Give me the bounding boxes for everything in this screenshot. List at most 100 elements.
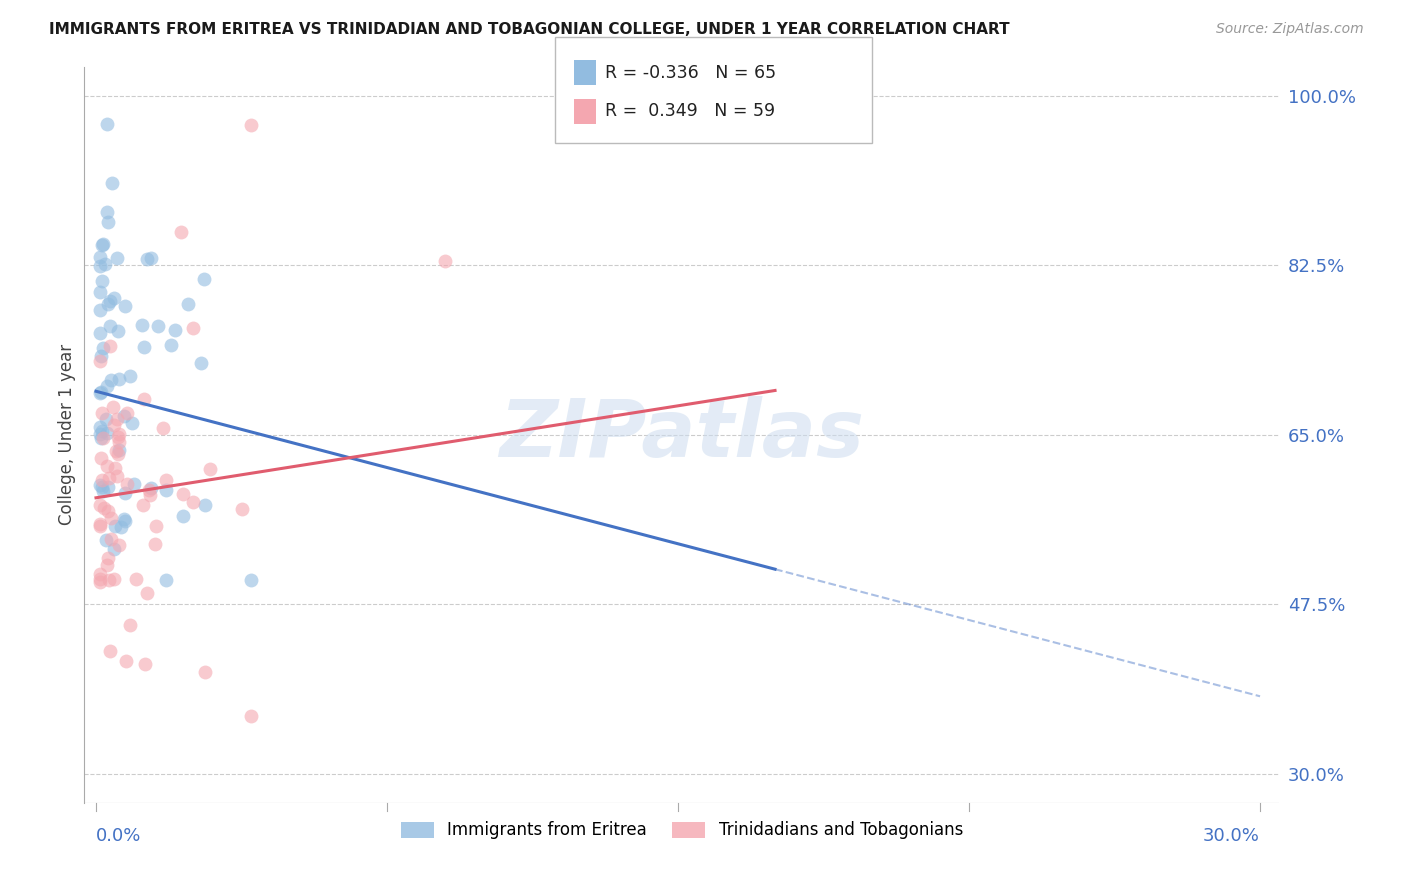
Text: 0.0%: 0.0%: [96, 827, 142, 845]
Point: [89, 302, 111, 317]
Point: [114, 514, 136, 528]
Point: [107, 371, 129, 385]
Point: [132, 392, 155, 407]
Legend: Immigrants from Eritrea, Trinidadians and Tobagonians: Immigrants from Eritrea, Trinidadians an…: [394, 814, 970, 846]
Point: [107, 447, 129, 461]
Point: [89, 572, 111, 586]
Point: [101, 400, 124, 414]
Point: [96, 412, 118, 426]
Text: 30.0%: 30.0%: [1204, 827, 1260, 845]
Y-axis label: College, Under 1 year: College, Under 1 year: [58, 344, 76, 525]
Point: [91, 483, 114, 498]
Point: [148, 318, 170, 333]
Point: [108, 442, 131, 457]
Point: [145, 518, 167, 533]
Point: [98, 643, 121, 657]
Point: [89, 426, 111, 441]
Point: [96, 458, 118, 473]
Point: [91, 480, 114, 494]
Point: [89, 285, 111, 299]
Point: [181, 494, 204, 508]
Point: [114, 486, 136, 500]
Point: [97, 215, 120, 229]
Point: [96, 205, 118, 219]
Point: [104, 444, 127, 458]
Point: [105, 252, 128, 266]
Point: [115, 477, 138, 491]
Point: [91, 473, 114, 487]
Point: [98, 294, 121, 309]
Point: [90, 350, 112, 364]
Point: [198, 462, 221, 476]
Point: [96, 558, 118, 573]
Point: [172, 508, 194, 523]
Point: [97, 550, 120, 565]
Point: [103, 542, 125, 557]
Point: [107, 324, 129, 338]
Point: [110, 520, 132, 534]
Point: [112, 409, 135, 423]
Point: [90, 431, 112, 445]
Point: [125, 573, 148, 587]
Text: ZIPatlas: ZIPatlas: [499, 396, 865, 474]
Point: [104, 519, 127, 533]
Point: [105, 412, 128, 426]
Point: [89, 567, 111, 582]
Point: [103, 291, 125, 305]
Point: [139, 481, 162, 495]
Point: [108, 538, 131, 552]
Point: [240, 573, 263, 587]
Point: [434, 253, 457, 268]
Point: [90, 451, 112, 466]
Point: [98, 573, 121, 587]
Point: [107, 427, 129, 442]
Point: [98, 318, 121, 333]
Point: [96, 379, 118, 393]
Point: [231, 502, 253, 516]
Point: [96, 117, 118, 131]
Point: [89, 386, 111, 401]
Point: [97, 470, 120, 484]
Point: [100, 176, 122, 190]
Point: [165, 323, 187, 337]
Point: [97, 503, 120, 517]
Point: [100, 510, 122, 524]
Point: [112, 512, 135, 526]
Point: [105, 469, 128, 483]
Point: [89, 259, 111, 273]
Point: [89, 477, 111, 491]
Point: [90, 384, 112, 399]
Text: Source: ZipAtlas.com: Source: ZipAtlas.com: [1216, 22, 1364, 37]
Point: [152, 421, 174, 435]
Point: [89, 518, 111, 533]
Point: [89, 498, 111, 512]
Point: [97, 297, 120, 311]
Point: [131, 318, 153, 333]
Point: [89, 575, 111, 590]
Point: [194, 498, 217, 512]
Point: [181, 321, 204, 335]
Text: R =  0.349   N = 59: R = 0.349 N = 59: [605, 103, 775, 120]
Text: R = -0.336   N = 65: R = -0.336 N = 65: [605, 63, 776, 82]
Point: [240, 708, 263, 723]
Point: [90, 406, 112, 420]
Point: [240, 118, 263, 132]
Point: [94, 533, 117, 547]
Point: [115, 654, 138, 668]
Point: [97, 480, 120, 494]
Point: [89, 420, 111, 434]
Point: [115, 406, 138, 420]
Text: IMMIGRANTS FROM ERITREA VS TRINIDADIAN AND TOBAGONIAN COLLEGE, UNDER 1 YEAR CORR: IMMIGRANTS FROM ERITREA VS TRINIDADIAN A…: [49, 22, 1010, 37]
Point: [103, 572, 125, 586]
Point: [114, 299, 136, 313]
Point: [138, 483, 160, 498]
Point: [93, 500, 115, 515]
Point: [159, 338, 181, 352]
Point: [118, 369, 141, 384]
Point: [177, 297, 200, 311]
Point: [170, 225, 193, 239]
Point: [93, 236, 115, 251]
Point: [89, 250, 111, 264]
Point: [122, 476, 145, 491]
Point: [172, 486, 194, 500]
